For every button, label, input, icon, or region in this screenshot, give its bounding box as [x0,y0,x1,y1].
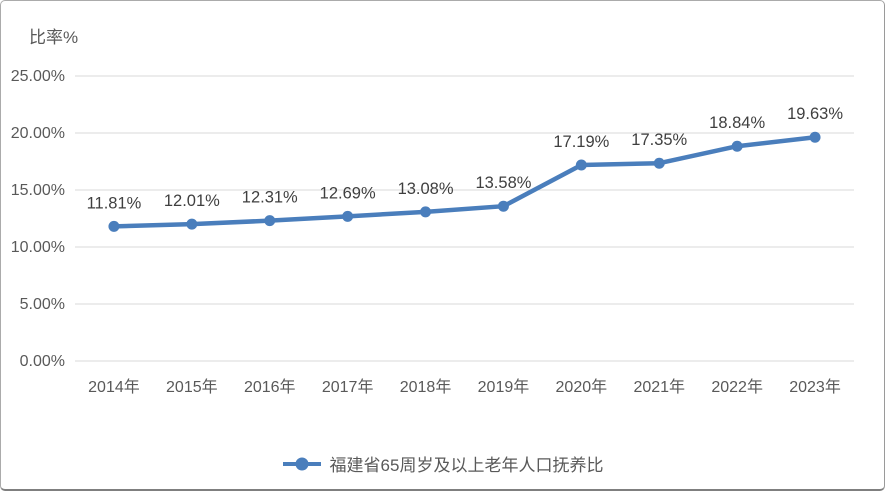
legend-line-marker-icon [282,457,321,470]
x-tick-label: 2019年 [478,378,530,396]
y-tick-label: 15.00% [11,182,65,199]
data-point-label: 17.35% [631,131,687,149]
y-tick-label: 20.00% [11,125,65,142]
data-point [731,140,743,152]
x-tick-label: 2016年 [244,378,296,396]
line-chart-plot-area: 0.00% 5.00% 10.00% 15.00% 20.00% 25.00% 2014年 2… [11,68,854,396]
legend: 福建省65周岁及以上老年人口抚养比 [1,451,884,476]
data-point [497,200,509,212]
x-tick-label: 2021年 [633,378,685,396]
y-tick-label: 25.00% [11,68,65,85]
series-line [111,134,818,229]
data-point-label: 12.01% [164,192,220,210]
data-point [653,157,665,169]
x-tick-label: 2015年 [166,378,218,396]
y-axis-unit-label: 比率% [29,28,79,47]
data-point [264,215,276,227]
y-tick-label: 5.00% [20,296,65,313]
data-point [108,220,120,232]
data-point-label: 12.69% [320,184,376,202]
data-point-label: 19.63% [787,105,843,123]
data-point-label: 18.84% [709,114,765,132]
data-point [809,131,821,143]
x-tick-label: 2017年 [322,378,374,396]
x-tick-label: 2014年 [88,378,140,396]
legend-label: 福建省65周岁及以上老年人口抚养比 [329,456,604,475]
data-point-label: 13.08% [398,180,454,198]
data-point [342,210,354,222]
x-tick-label: 2023年 [789,378,841,396]
y-tick-label: 0.00% [20,353,65,370]
data-point-label: 17.19% [553,133,609,151]
data-point-label: 12.31% [242,189,298,207]
x-tick-label: 2022年 [711,378,763,396]
data-point [420,206,432,218]
data-point [575,159,587,171]
data-point-label: 13.58% [475,174,531,192]
data-point-label: 11.81% [87,194,142,212]
x-tick-label: 2018年 [400,378,452,396]
x-tick-label: 2020年 [556,378,608,396]
y-tick-label: 10.00% [11,239,65,256]
data-point [186,218,198,230]
